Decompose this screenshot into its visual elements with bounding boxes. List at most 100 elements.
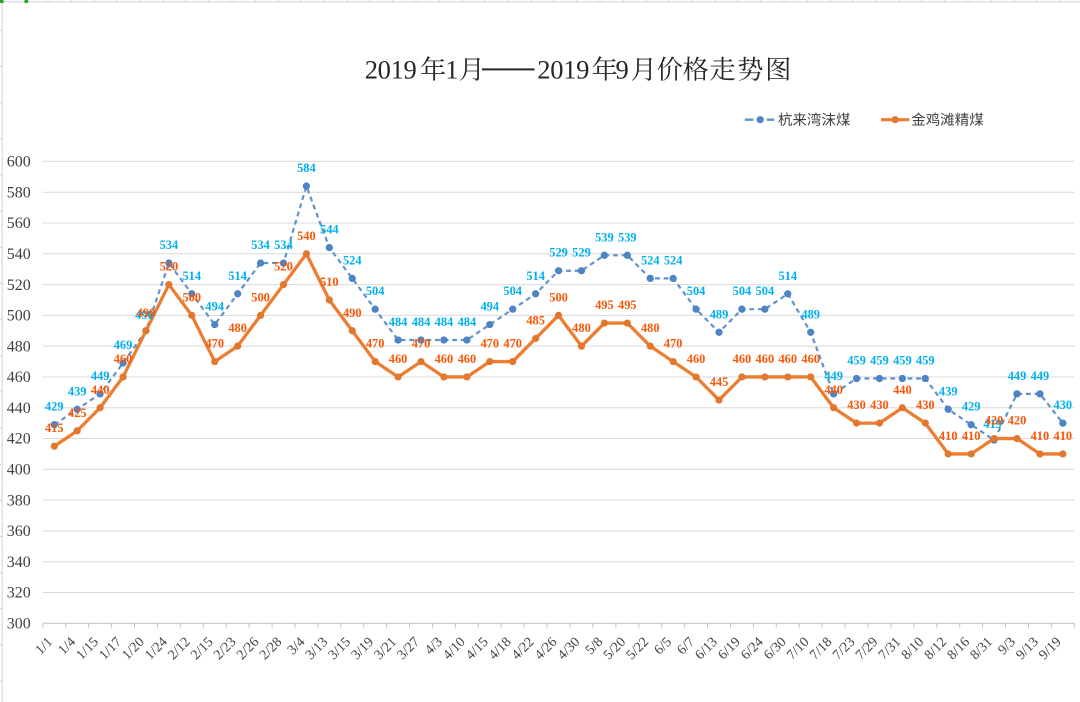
svg-text:485: 485: [526, 313, 545, 327]
svg-text:470: 470: [503, 337, 522, 351]
svg-text:514: 514: [182, 269, 201, 283]
svg-text:495: 495: [595, 298, 614, 312]
svg-text:484: 484: [389, 315, 408, 329]
svg-text:460: 460: [778, 352, 797, 366]
svg-text:504: 504: [733, 284, 752, 298]
svg-text:504: 504: [503, 284, 522, 298]
svg-text:410: 410: [1031, 429, 1050, 443]
svg-text:460: 460: [7, 369, 31, 386]
svg-text:360: 360: [7, 523, 31, 540]
svg-text:340: 340: [7, 554, 31, 571]
svg-text:504: 504: [687, 284, 706, 298]
svg-text:540: 540: [297, 229, 316, 243]
svg-text:520: 520: [274, 260, 293, 274]
svg-text:470: 470: [480, 337, 499, 351]
svg-text:460: 460: [435, 352, 454, 366]
svg-text:470: 470: [412, 337, 431, 351]
svg-text:529: 529: [549, 246, 568, 260]
svg-text:490: 490: [343, 306, 362, 320]
svg-text:504: 504: [756, 284, 775, 298]
svg-text:430: 430: [870, 398, 889, 412]
svg-text:430: 430: [916, 398, 935, 412]
svg-text:460: 460: [114, 352, 133, 366]
svg-text:469: 469: [114, 338, 133, 352]
svg-text:504: 504: [366, 284, 385, 298]
svg-text:560: 560: [7, 215, 31, 232]
svg-text:430: 430: [1054, 398, 1073, 412]
svg-text:429: 429: [45, 400, 64, 414]
svg-text:460: 460: [687, 352, 706, 366]
svg-text:440: 440: [824, 383, 843, 397]
svg-text:410: 410: [962, 429, 981, 443]
svg-text:459: 459: [893, 353, 912, 367]
svg-text:449: 449: [824, 369, 843, 383]
svg-text:480: 480: [641, 321, 660, 335]
svg-text:580: 580: [7, 184, 31, 201]
svg-text:510: 510: [320, 275, 339, 289]
svg-text:460: 460: [389, 352, 408, 366]
svg-text:380: 380: [7, 492, 31, 509]
svg-text:524: 524: [664, 253, 683, 267]
svg-text:470: 470: [664, 337, 683, 351]
svg-text:300: 300: [7, 616, 31, 633]
svg-text:420: 420: [985, 414, 1004, 428]
svg-text:520: 520: [160, 260, 179, 274]
svg-text:439: 439: [68, 384, 87, 398]
svg-text:544: 544: [320, 223, 339, 237]
svg-text:480: 480: [228, 321, 247, 335]
svg-text:439: 439: [939, 384, 958, 398]
svg-text:484: 484: [458, 315, 477, 329]
svg-text:459: 459: [870, 353, 889, 367]
svg-text:495: 495: [618, 298, 637, 312]
svg-text:489: 489: [801, 307, 820, 321]
svg-text:420: 420: [1008, 414, 1027, 428]
svg-text:459: 459: [916, 353, 935, 367]
svg-text:470: 470: [366, 337, 385, 351]
svg-text:514: 514: [778, 269, 797, 283]
svg-text:494: 494: [480, 300, 499, 314]
svg-text:490: 490: [135, 308, 154, 322]
svg-text:520: 520: [7, 277, 31, 294]
svg-text:524: 524: [641, 253, 660, 267]
svg-text:449: 449: [1008, 369, 1027, 383]
svg-text:470: 470: [205, 337, 224, 351]
svg-text:460: 460: [801, 352, 820, 366]
svg-text:2019: 2019: [365, 55, 417, 85]
svg-text:484: 484: [412, 315, 431, 329]
svg-text:529: 529: [572, 246, 591, 260]
svg-text:534: 534: [274, 238, 293, 252]
svg-text:460: 460: [733, 352, 752, 366]
svg-text:440: 440: [91, 383, 110, 397]
svg-text:419: 419: [983, 417, 1002, 431]
svg-text:490: 490: [137, 306, 156, 320]
svg-text:480: 480: [7, 338, 31, 355]
svg-text:460: 460: [756, 352, 775, 366]
svg-text:514: 514: [526, 269, 545, 283]
svg-text:500: 500: [7, 308, 31, 325]
svg-text:1: 1: [445, 55, 458, 85]
svg-text:489: 489: [710, 307, 729, 321]
svg-text:494: 494: [205, 300, 224, 314]
svg-text:320: 320: [7, 585, 31, 602]
svg-text:584: 584: [297, 161, 316, 175]
svg-text:539: 539: [618, 230, 637, 244]
svg-text:425: 425: [68, 406, 87, 420]
svg-text:449: 449: [91, 369, 110, 383]
svg-text:459: 459: [847, 353, 866, 367]
svg-text:534: 534: [251, 238, 270, 252]
svg-text:2019: 2019: [537, 55, 589, 85]
svg-text:9: 9: [616, 55, 629, 85]
svg-text:460: 460: [458, 352, 477, 366]
svg-text:415: 415: [45, 421, 64, 435]
svg-text:440: 440: [7, 400, 31, 417]
svg-text:500: 500: [182, 290, 201, 304]
svg-text:420: 420: [7, 431, 31, 448]
svg-text:524: 524: [343, 253, 362, 267]
svg-text:449: 449: [1031, 369, 1050, 383]
svg-text:410: 410: [1054, 429, 1073, 443]
svg-text:480: 480: [572, 321, 591, 335]
svg-text:400: 400: [7, 462, 31, 479]
svg-text:429: 429: [962, 400, 981, 414]
svg-text:600: 600: [7, 154, 31, 171]
svg-text:500: 500: [549, 290, 568, 304]
